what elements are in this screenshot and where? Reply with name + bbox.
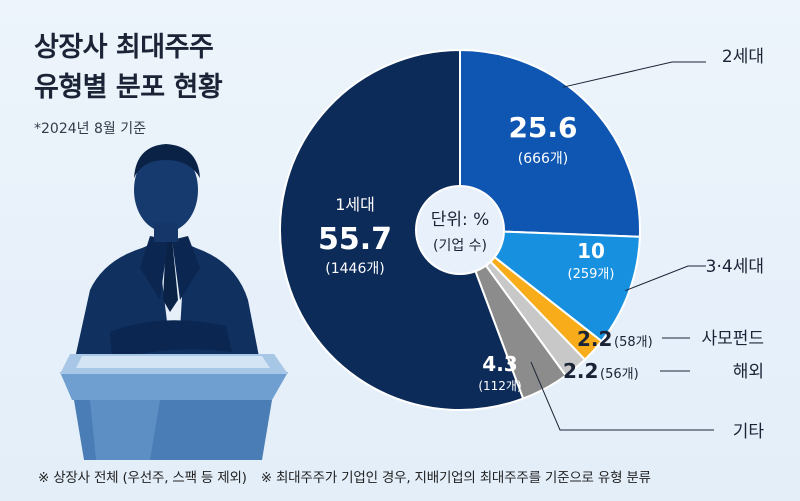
- pie-slices: [279, 48, 641, 411]
- slice-value-overseas: 2.2: [563, 359, 598, 383]
- pie-slice-gen1: [279, 48, 525, 411]
- pie-slice-gen34: [456, 228, 641, 343]
- leader-line-other: [530, 361, 714, 431]
- pie-slice-gen2: [459, 48, 641, 238]
- legend-label-gen34: 3·4세대: [706, 257, 764, 277]
- chart-title: 상장사 최대주주 유형별 분포 현황: [34, 28, 294, 108]
- slice-count-fund: (58개): [614, 335, 653, 350]
- pie-chart: 단위: % (기업 수) 1세대 55.7 (1446개) 25.6 (666개…: [60, 47, 765, 460]
- slice-value-gen1: 55.7: [318, 222, 392, 257]
- center-circle: [415, 185, 505, 275]
- footnotes: ※ 상장사 전체 (우선주, 스팩 등 제외) ※ 최대주주가 기업인 경우, 지…: [38, 466, 651, 486]
- slice-count-overseas: (56개): [600, 367, 639, 382]
- slice-value-other: 4.3: [482, 352, 517, 376]
- slice-label-gen1: 1세대: [335, 195, 375, 214]
- legend-label-fund: 사모펀드: [701, 329, 764, 349]
- slice-count-gen34: (259개): [568, 267, 615, 282]
- chart-subtitle: *2024년 8월 기준: [34, 121, 146, 137]
- slice-value-gen2: 25.6: [508, 111, 577, 144]
- footnote-2: ※ 최대주주가 기업인 경우, 지배기업의 최대주주를 기준으로 유형 분류: [260, 470, 651, 486]
- label-leader-lines: [530, 61, 714, 431]
- leader-line-gen34: [625, 265, 706, 292]
- legend-label-overseas: 해외: [733, 362, 764, 382]
- title-line-1: 상장사 최대주주: [34, 32, 214, 63]
- center-unit-label: 단위: %: [431, 210, 490, 230]
- leader-line-gen2: [562, 61, 706, 88]
- slice-count-gen1: (1446개): [325, 261, 384, 277]
- center-count-label: (기업 수): [433, 238, 487, 254]
- slice-value-fund: 2.2: [577, 327, 612, 351]
- slice-count-gen2: (666개): [518, 151, 569, 167]
- footnote-1: ※ 상장사 전체 (우선주, 스팩 등 제외): [38, 470, 247, 486]
- slice-value-gen34: 10: [577, 239, 605, 263]
- businessman-illustration: [60, 144, 288, 460]
- legend-label-other: 기타: [733, 422, 765, 442]
- title-line-2: 유형별 분포 현황: [34, 72, 223, 103]
- legend-label-gen2: 2세대: [722, 47, 764, 67]
- slice-count-other: (112개): [478, 379, 521, 393]
